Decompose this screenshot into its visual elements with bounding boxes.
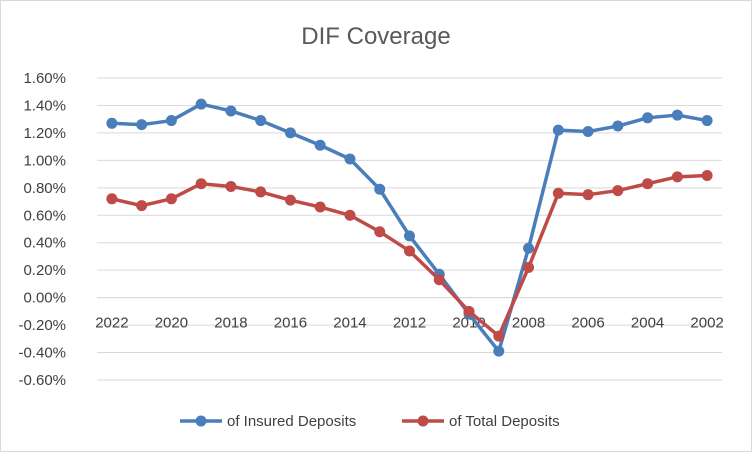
y-tick-label: 0.20% (23, 262, 66, 279)
data-point (463, 305, 475, 317)
data-point (165, 193, 177, 205)
data-point (195, 178, 207, 190)
data-point (195, 98, 207, 110)
data-point (642, 178, 654, 190)
y-tick-label: 1.40% (23, 97, 66, 114)
y-tick-label: -0.20% (18, 317, 66, 334)
series-layer (106, 98, 713, 357)
data-point (344, 209, 356, 221)
x-tick-label: 2004 (631, 315, 664, 332)
y-tick-label: 0.00% (23, 290, 66, 307)
data-point (314, 139, 326, 151)
x-tick-label: 2002 (690, 315, 723, 332)
x-tick-label: 2016 (274, 315, 307, 332)
legend: of Insured Deposits of Total Deposits (180, 413, 560, 430)
y-tick-label: -0.40% (18, 345, 66, 362)
data-point (165, 115, 177, 127)
y-tick-label: 0.40% (23, 235, 66, 252)
x-tick-label: 2018 (214, 315, 247, 332)
data-point (552, 124, 564, 136)
data-point (523, 242, 535, 254)
data-point (374, 183, 386, 195)
data-point (582, 126, 594, 138)
data-point (255, 186, 267, 198)
legend-label: of Total Deposits (449, 413, 560, 430)
data-point (255, 115, 267, 127)
data-point (701, 169, 713, 181)
x-tick-label: 2014 (333, 315, 366, 332)
y-tick-label: 1.20% (23, 125, 66, 142)
x-tick-label: 2008 (512, 315, 545, 332)
data-point (284, 194, 296, 206)
y-tick-label: 0.80% (23, 180, 66, 197)
data-point (404, 245, 415, 257)
data-point (701, 115, 713, 127)
data-point (433, 274, 445, 286)
legend-label: of Insured Deposits (227, 413, 356, 430)
data-point (374, 226, 386, 238)
data-point (344, 153, 356, 165)
data-point (106, 193, 118, 205)
legend-marker (195, 415, 207, 427)
data-point (284, 127, 296, 139)
data-point (523, 261, 535, 273)
data-point (493, 345, 505, 357)
x-tick-label: 2006 (571, 315, 604, 332)
y-tick-label: 1.60% (23, 70, 66, 87)
y-axis-tick-labels: 1.60% 1.40% 1.20% 1.00% 0.80% 0.60% 0.40% 0.20%… (18, 70, 66, 389)
data-point (671, 109, 683, 121)
series-insured-deposits (106, 98, 713, 357)
data-point (642, 112, 654, 124)
y-tick-label: 1.00% (23, 152, 66, 169)
legend-item: of Total Deposits (402, 413, 560, 430)
legend-marker (417, 415, 429, 427)
data-point (136, 119, 148, 131)
legend-item: of Insured Deposits (180, 413, 356, 430)
data-point (106, 117, 118, 129)
x-tick-label: 2020 (155, 315, 188, 332)
x-axis-tick-labels: 2022 2020 2018 2016 2014 2012 2010 2008 2006 2004… (95, 315, 724, 332)
data-point (404, 230, 415, 242)
data-point (493, 330, 505, 342)
data-point (582, 189, 594, 201)
data-point (671, 171, 683, 183)
data-point (225, 105, 237, 117)
y-tick-label: 0.60% (23, 207, 66, 224)
data-point (225, 180, 237, 192)
data-point (552, 187, 564, 199)
chart-title: DIF Coverage (301, 23, 450, 50)
data-point (314, 201, 326, 213)
x-tick-label: 2012 (393, 315, 426, 332)
data-point (136, 200, 148, 212)
y-tick-label: -0.60% (18, 372, 66, 389)
x-tick-label: 2022 (95, 315, 128, 332)
data-point (612, 185, 624, 197)
data-point (612, 120, 624, 132)
series-total-deposits (106, 169, 713, 342)
